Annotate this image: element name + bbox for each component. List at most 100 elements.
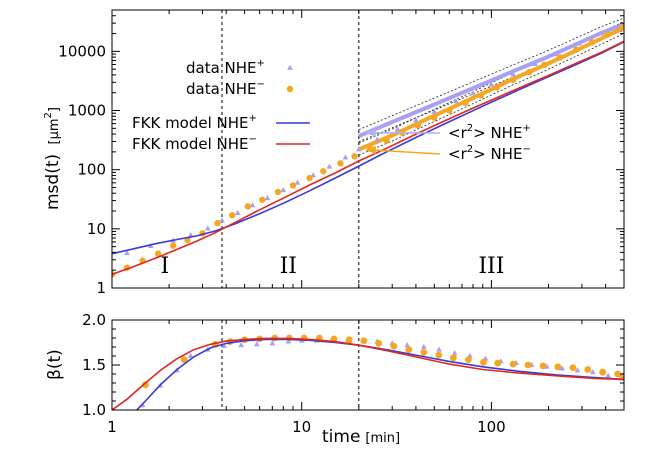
msd-panel: 1 10 100 1000 10000 I II III msd(t) [µm2] da…	[43, 9, 625, 297]
msd-series	[112, 22, 624, 278]
point-data-nhe-minus	[214, 219, 221, 227]
y-tick-label: 10000	[58, 42, 106, 60]
point-data-nhe-minus	[604, 31, 611, 38]
point-data-nhe-minus	[320, 168, 327, 175]
point-data-nhe-plus	[394, 126, 401, 132]
point-beta-data-nhe-minus	[375, 340, 383, 347]
point-beta-data-nhe-plus	[253, 341, 260, 347]
point-data-nhe-minus	[306, 174, 313, 182]
point-data-nhe-minus	[462, 99, 469, 107]
point-beta-data-nhe-plus	[436, 346, 442, 352]
point-beta-data-nhe-plus	[269, 340, 276, 346]
point-data-nhe-minus	[493, 84, 501, 91]
point-beta-data-nhe-minus	[614, 370, 622, 378]
point-data-nhe-minus	[274, 188, 282, 196]
point-data-nhe-plus	[124, 249, 130, 255]
point-data-nhe-minus	[414, 122, 422, 129]
point-beta-data-nhe-minus	[180, 356, 188, 363]
point-beta-data-nhe-minus	[142, 381, 149, 389]
band-r2-nhe-plus-upper	[358, 17, 624, 131]
legend-label-data-nhe-minus: data NHE−	[186, 79, 265, 98]
point-data-nhe-minus	[337, 160, 344, 167]
regime-label-3: III	[478, 254, 504, 279]
point-data-nhe-plus	[342, 154, 349, 160]
beta-series	[112, 334, 624, 410]
point-beta-data-nhe-minus	[569, 364, 577, 372]
y-tick-label: 100	[77, 161, 106, 179]
point-beta-data-nhe-minus	[509, 360, 517, 368]
legend-label-fkk-nhe-minus: FKK model NHE−	[132, 134, 257, 153]
legend-marker-circle	[286, 85, 294, 93]
point-data-nhe-minus	[154, 250, 162, 257]
point-data-nhe-minus	[525, 68, 533, 76]
msd-axis-ticks	[111, 9, 625, 289]
arrowhead-r2-nhe-minus	[364, 146, 376, 155]
point-beta-data-nhe-plus	[221, 342, 228, 349]
y-tick-label: 1	[96, 279, 106, 297]
x-tick-label: 1	[107, 418, 117, 436]
point-beta-data-nhe-plus	[589, 369, 596, 375]
point-beta-data-nhe-plus	[574, 367, 581, 373]
point-data-nhe-plus	[488, 81, 495, 87]
point-data-nhe-minus	[573, 46, 580, 53]
annotations: <r2> NHE+ <r2> NHE−	[364, 123, 531, 163]
point-beta-data-nhe-minus	[465, 356, 472, 363]
y-tick-label: 1.0	[82, 401, 106, 419]
point-data-nhe-minus	[351, 153, 358, 160]
point-data-nhe-minus	[446, 107, 453, 114]
point-data-nhe-plus	[355, 146, 362, 152]
legend-label-data-nhe-plus: data NHE+	[186, 58, 265, 77]
point-data-nhe-plus	[264, 194, 271, 201]
annotation-r2-nhe-minus: <r2> NHE−	[448, 144, 531, 163]
msd-tick-labels: 1 10 100 1000 10000	[58, 42, 106, 297]
point-data-nhe-plus	[374, 136, 381, 142]
point-data-nhe-minus	[477, 92, 485, 99]
point-data-nhe-minus	[556, 54, 564, 61]
y-tick-label: 10	[87, 220, 106, 238]
point-beta-data-nhe-plus	[559, 365, 566, 371]
x-axis-title: time [min]	[322, 427, 400, 447]
point-beta-data-nhe-plus	[404, 342, 411, 348]
legend-marker-triangle	[287, 64, 293, 70]
line-beta-fkk-nhe-minus	[112, 337, 624, 410]
line-beta-fkk-nhe-plus	[136, 338, 624, 410]
point-data-nhe-minus	[431, 114, 438, 121]
point-data-nhe-minus	[619, 24, 624, 31]
point-data-nhe-plus	[431, 108, 438, 114]
point-data-nhe-minus	[169, 242, 177, 249]
y-tick-label: 1.5	[82, 356, 106, 374]
point-beta-data-nhe-minus	[435, 351, 443, 359]
beta-panel: 1.0 1.5 2.0 1 10 100 β(t) time [min]	[45, 311, 625, 447]
point-beta-data-nhe-minus	[480, 358, 487, 366]
point-data-nhe-plus	[598, 30, 605, 36]
line-r2-nhe-plus	[358, 22, 624, 138]
point-beta-data-nhe-minus	[360, 337, 368, 345]
point-beta-data-nhe-minus	[554, 363, 562, 371]
point-data-nhe-plus	[413, 117, 419, 123]
regime-label-1: I	[161, 254, 170, 279]
point-beta-data-nhe-minus	[524, 361, 532, 369]
point-data-nhe-plus	[294, 179, 301, 185]
point-data-nhe-minus	[259, 196, 266, 203]
point-beta-data-nhe-minus	[420, 349, 428, 356]
point-data-nhe-plus	[204, 225, 211, 231]
point-data-nhe-plus	[326, 163, 333, 169]
point-beta-data-nhe-minus	[494, 359, 502, 367]
point-beta-data-nhe-minus	[390, 342, 398, 350]
arrow-r2-nhe-minus	[372, 149, 441, 155]
arrowhead-r2-nhe-plus	[364, 128, 376, 137]
point-beta-data-nhe-plus	[605, 372, 611, 378]
point-beta-data-nhe-minus	[405, 346, 413, 354]
point-data-nhe-minus	[383, 137, 390, 144]
point-beta-data-nhe-minus	[539, 362, 547, 370]
beta-tick-labels: 1.0 1.5 2.0 1 10 100	[82, 311, 506, 436]
point-data-nhe-plus	[234, 209, 241, 215]
point-data-nhe-plus	[187, 232, 194, 238]
point-beta-data-nhe-minus	[449, 354, 457, 362]
line-fkk-model-nhe-plus	[112, 41, 624, 255]
point-beta-data-nhe-plus	[187, 352, 194, 358]
y-tick-label: 1000	[68, 102, 106, 120]
point-data-nhe-minus	[289, 182, 297, 189]
msd-plot-frame	[111, 9, 625, 289]
point-beta-data-nhe-minus	[599, 368, 607, 376]
